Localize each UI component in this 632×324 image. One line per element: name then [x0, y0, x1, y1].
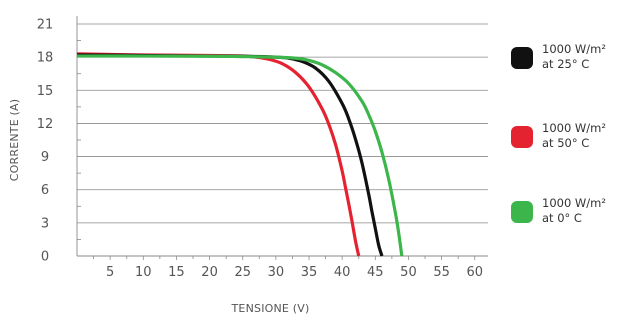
y-tick-label: 6 [41, 183, 49, 198]
x-tick-label: 5 [106, 265, 114, 280]
x-tick-label: 30 [268, 265, 285, 280]
legend-label-line2: at 50° C [542, 136, 589, 150]
x-tick-label: 20 [201, 265, 218, 280]
axis-layer: 0 3 6 9 12 15 18 21 5 10 15 20 25 30 35 40 45 50 55 60 [37, 16, 488, 280]
legend-label-line2: at 0° C [542, 211, 582, 225]
y-tick-label: 18 [37, 51, 54, 66]
series-line-1 [76, 52, 361, 257]
y-axis-title: CORRENTE (A) [8, 99, 21, 181]
legend-swatch [511, 201, 533, 223]
legend-label-line1: 1000 W/m² [542, 121, 606, 135]
x-tick-label: 15 [168, 265, 185, 280]
y-tick-label: 21 [37, 18, 54, 33]
legend-swatch [511, 47, 533, 69]
legend-label-line1: 1000 W/m² [542, 42, 606, 56]
x-tick-label: 35 [301, 265, 318, 280]
series-line-2 [76, 54, 404, 257]
y-tick-label: 3 [41, 216, 49, 231]
x-tick-label: 55 [433, 265, 450, 280]
series-line-0 [76, 53, 384, 257]
series-layer [76, 52, 404, 257]
legend-label-line1: 1000 W/m² [542, 196, 606, 210]
x-tick-label: 10 [135, 265, 152, 280]
y-tick-label: 15 [37, 84, 54, 99]
x-tick-label: 45 [367, 265, 384, 280]
y-tick-label: 9 [41, 150, 49, 165]
legend-swatch [511, 126, 533, 148]
x-tick-label: 25 [234, 265, 251, 280]
x-tick-label: 50 [400, 265, 417, 280]
y-tick-label: 0 [41, 250, 49, 265]
legend-label-line2: at 25° C [542, 57, 589, 71]
x-tick-label: 40 [334, 265, 351, 280]
x-axis-title: TENSIONE (V) [231, 302, 310, 315]
y-tick-label: 12 [37, 117, 54, 132]
x-tick-label: 60 [466, 265, 483, 280]
